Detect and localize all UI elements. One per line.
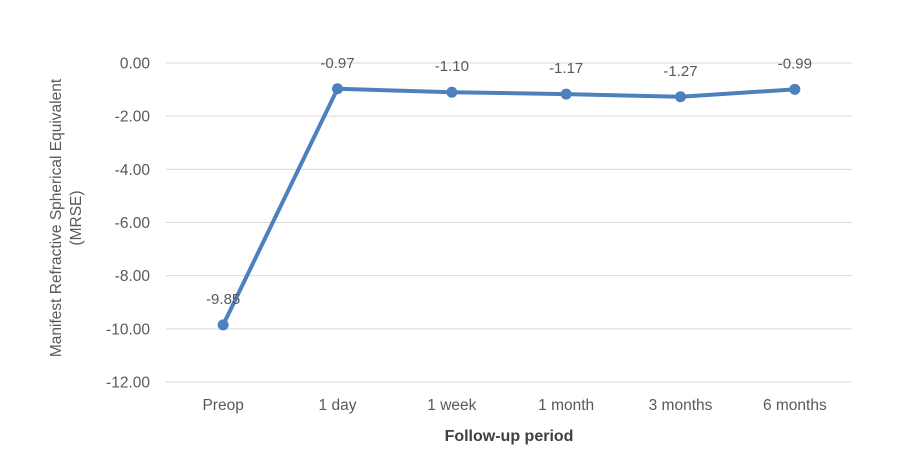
y-tick-label: -8.00: [115, 268, 151, 285]
x-tick-label: 1 month: [538, 397, 594, 414]
x-tick-label: 1 day: [319, 397, 357, 414]
y-tick-label: -2.00: [115, 109, 151, 126]
data-point-marker: [789, 83, 801, 95]
y-tick-label: 0.00: [120, 56, 151, 73]
x-tick-label: 6 months: [763, 397, 827, 414]
data-point-marker: [446, 86, 458, 98]
data-point-marker: [332, 83, 343, 95]
y-tick-label: -10.00: [106, 321, 150, 338]
y-tick-label: -6.00: [115, 215, 151, 232]
data-point-marker: [560, 88, 572, 100]
data-label: -1.10: [435, 58, 469, 75]
x-axis-title: Follow-up period: [444, 428, 574, 445]
y-tick-label: -12.00: [106, 375, 150, 392]
data-label: -1.27: [663, 63, 697, 80]
data-label: -1.17: [549, 60, 583, 77]
y-axis-title-line2: (MRSE): [68, 190, 85, 246]
data-point-marker: [675, 91, 686, 103]
y-axis-title: Manifest Refractive Spherical Equivalent…: [47, 79, 87, 357]
x-tick-label: 3 months: [649, 397, 713, 414]
x-tick-label: 1 week: [427, 397, 476, 414]
data-label: -0.97: [320, 55, 354, 72]
data-label: -0.99: [778, 55, 812, 72]
y-axis-title-line1: Manifest Refractive Spherical Equivalent: [48, 78, 65, 358]
data-point-marker: [217, 319, 229, 331]
series-line: [221, 86, 797, 327]
data-label: -9.85: [206, 291, 240, 308]
y-tick-label: -4.00: [115, 162, 151, 179]
x-tick-label: Preop: [202, 397, 243, 414]
